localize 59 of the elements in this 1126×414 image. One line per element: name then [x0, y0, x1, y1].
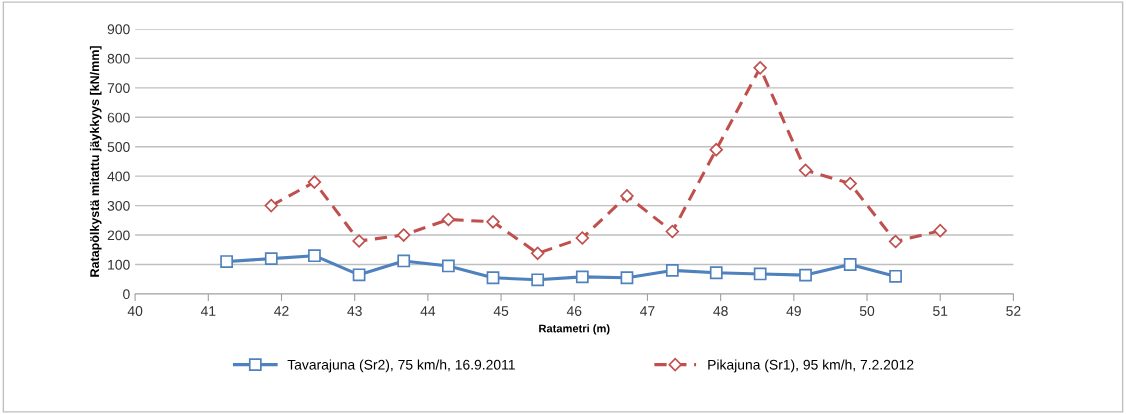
y-tick-label: 900	[107, 24, 130, 35]
point	[843, 176, 857, 191]
y-tick-label: 800	[107, 53, 130, 64]
x-tick-label: 52	[1006, 306, 1021, 316]
point	[307, 175, 322, 189]
point	[531, 273, 545, 287]
y-tick-label: 700	[107, 83, 130, 94]
point	[665, 263, 679, 277]
x-axis-title: Ratametri (m)	[539, 324, 610, 335]
point	[620, 271, 634, 285]
x-tick-label: 51	[933, 306, 948, 316]
point	[264, 198, 278, 213]
point	[575, 231, 590, 245]
point	[575, 270, 589, 284]
y-tick-label: 0	[123, 289, 130, 300]
x-tick-label: 48	[713, 306, 728, 316]
point	[397, 254, 411, 268]
point	[888, 234, 903, 249]
y-tick-label: 200	[107, 230, 130, 241]
point	[843, 258, 857, 271]
point	[798, 163, 813, 178]
x-tick-label: 50	[859, 306, 875, 316]
point	[264, 252, 278, 266]
point	[441, 259, 455, 273]
y-tick-label: 500	[107, 142, 130, 152]
point	[753, 267, 767, 281]
x-tick-label: 41	[200, 306, 216, 316]
y-tick-label: 400	[107, 171, 130, 182]
x-tick-label: 47	[640, 306, 655, 316]
point	[441, 212, 456, 227]
point	[933, 223, 947, 238]
y-tick-label: 600	[107, 112, 130, 123]
legend-label: Pikajuna (Sr1), 95 km/h, 7.2.2012	[708, 359, 914, 373]
x-tick-label: 44	[420, 306, 436, 316]
point	[308, 249, 321, 263]
point	[530, 246, 545, 261]
point	[486, 215, 500, 229]
point	[352, 268, 366, 282]
point	[397, 228, 411, 242]
y-tick-label: 300	[107, 200, 130, 211]
x-tick-label: 42	[274, 306, 289, 316]
point	[352, 234, 366, 248]
point	[709, 142, 723, 157]
x-tick-label: 46	[566, 306, 582, 316]
x-tick-label: 45	[493, 306, 509, 316]
point	[799, 268, 812, 282]
y-axis-title: Ratapölkystä mitattu jäykkyys [kN/mm]	[89, 46, 102, 277]
point	[753, 61, 767, 75]
point	[486, 271, 500, 285]
point	[620, 189, 634, 203]
legend-label: Tavarajuna (Sr2), 75 km/h, 16.9.2011	[287, 359, 515, 373]
x-tick-label: 40	[127, 306, 143, 316]
point	[220, 255, 233, 268]
point	[709, 266, 723, 280]
point	[665, 224, 680, 239]
point	[889, 269, 902, 283]
x-tick-label: 49	[786, 306, 801, 316]
y-tick-label: 100	[108, 259, 130, 270]
x-tick-label: 43	[347, 306, 362, 316]
